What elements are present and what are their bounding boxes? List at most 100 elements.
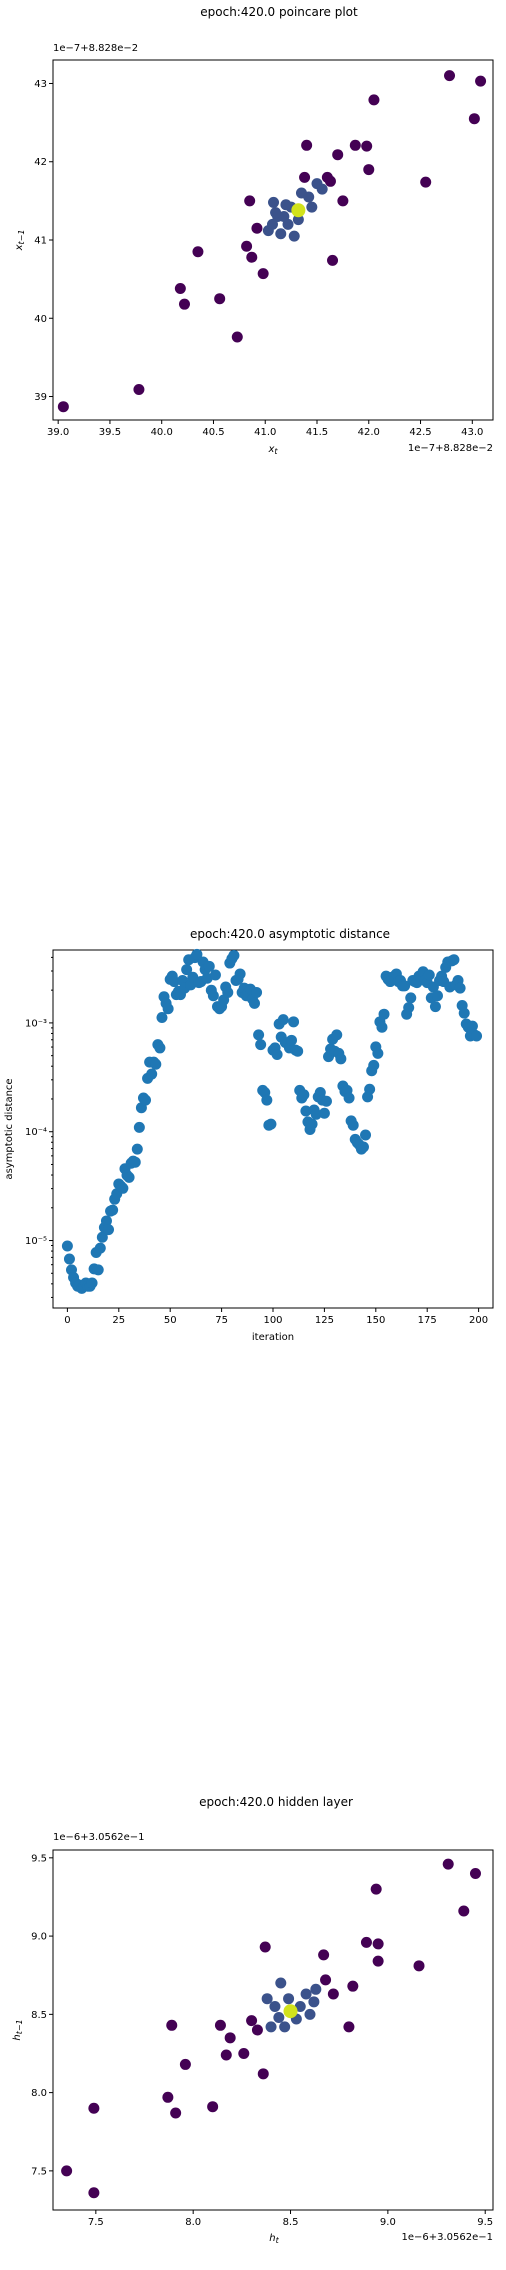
y-axis-label: ht−1	[12, 2019, 24, 2040]
data-point	[168, 976, 180, 988]
y-tick-label: 10⁻³	[25, 1018, 47, 1029]
data-point	[265, 1118, 277, 1130]
x-tick-label: 40.0	[151, 427, 173, 438]
data-point	[357, 1141, 369, 1153]
data-point	[253, 1029, 265, 1041]
data-point	[96, 1231, 108, 1243]
x-tick-label: 8.5	[283, 2217, 299, 2228]
x-ticks: 39.0 39.5 40.0 40.5 41.0 41.5 42.0 42.5 43.0	[47, 420, 483, 438]
data-point	[224, 2032, 236, 2044]
data-point	[88, 2187, 100, 2199]
chart-title: epoch:420.0 poincare plot	[200, 5, 358, 19]
data-point	[257, 2068, 269, 2080]
y-tick-label: 40	[34, 314, 47, 325]
data-point	[448, 954, 460, 966]
x-tick-label: 0	[64, 1315, 70, 1326]
data-point	[220, 2049, 232, 2061]
data-point	[131, 1143, 143, 1155]
data-point	[308, 1996, 320, 2008]
data-point	[178, 298, 190, 310]
data-point	[310, 1108, 322, 1120]
asymptotic-distance-chart: epoch:420.0 asymptotic distance 0 25 50 75 1…	[4, 927, 494, 1343]
data-point	[423, 969, 435, 981]
x-tick-label: 39.0	[47, 427, 69, 438]
data-point	[251, 222, 263, 234]
data-point	[420, 176, 432, 188]
data-point	[277, 1014, 289, 1026]
y-tick-label: 7.5	[31, 2166, 47, 2177]
data-point	[343, 2021, 355, 2033]
data-point	[300, 1105, 312, 1117]
data-point	[466, 1020, 478, 1032]
data-point	[133, 1121, 145, 1133]
data-point	[146, 1068, 158, 1080]
data-point	[92, 1264, 104, 1276]
data-point	[405, 992, 417, 1004]
data-point	[129, 1156, 141, 1168]
poincare-plot-chart: epoch:420.0 poincare plot 1e−7+8.828e−2 …	[14, 5, 494, 456]
data-point	[170, 2107, 182, 2119]
data-point	[372, 1938, 384, 1950]
data-point	[257, 268, 269, 280]
data-point	[376, 1021, 388, 1033]
data-point	[372, 1047, 384, 1059]
data-point	[103, 1224, 115, 1236]
x-axis-label: iteration	[252, 1332, 294, 1343]
data-point	[292, 1045, 304, 1057]
data-point	[261, 1993, 273, 2005]
highlight-point	[283, 2004, 298, 2019]
data-point	[299, 171, 311, 183]
data-point	[61, 1240, 73, 1252]
data-point	[399, 980, 411, 992]
data-point	[181, 964, 193, 976]
data-point	[372, 1955, 384, 1967]
x-axis-label: xt	[267, 444, 278, 456]
data-point	[332, 149, 344, 161]
data-point	[364, 1083, 376, 1095]
data-point	[107, 1204, 119, 1216]
data-point	[360, 1129, 372, 1141]
x-tick-label: 9.0	[380, 2217, 396, 2228]
data-point	[268, 196, 280, 208]
data-point	[266, 218, 278, 230]
data-point	[269, 2001, 281, 2013]
data-point	[214, 293, 226, 305]
data-point	[228, 949, 240, 961]
data-point	[292, 214, 304, 226]
data-point	[209, 969, 221, 981]
x-tick-label: 150	[366, 1315, 385, 1326]
data-point	[471, 1030, 483, 1042]
data-point	[154, 1042, 166, 1054]
x-tick-label: 42.0	[358, 427, 380, 438]
y-tick-label: 10⁻⁵	[25, 1236, 47, 1247]
data-point	[238, 2047, 250, 2059]
data-point	[306, 1118, 318, 1130]
y-tick-label: 39	[34, 392, 47, 403]
data-point	[271, 1048, 283, 1060]
data-point	[94, 1242, 106, 1254]
data-point	[255, 1039, 267, 1051]
data-point	[156, 1011, 168, 1023]
chart-title: epoch:420.0 asymptotic distance	[190, 927, 390, 941]
x-axis-label: ht	[269, 2233, 279, 2245]
data-point	[63, 1253, 75, 1265]
data-point	[468, 113, 480, 125]
data-point	[444, 70, 456, 82]
x-tick-label: 41.5	[306, 427, 328, 438]
data-point	[327, 1988, 339, 2000]
data-point	[162, 2091, 174, 2103]
x-offset-label: 1e−6+3.0562e−1	[401, 2232, 493, 2243]
scatter-points	[57, 70, 487, 413]
data-point	[117, 1182, 129, 1194]
data-point	[174, 283, 186, 295]
data-point	[203, 960, 215, 972]
data-point	[347, 1119, 359, 1131]
data-point	[363, 164, 375, 176]
x-offset-label: 1e−7+8.828e−2	[408, 443, 493, 454]
data-point	[378, 1008, 390, 1020]
data-point	[280, 199, 292, 211]
data-point	[248, 997, 260, 1009]
data-point	[162, 1003, 174, 1015]
data-point	[88, 2102, 100, 2114]
data-point	[318, 1107, 330, 1119]
